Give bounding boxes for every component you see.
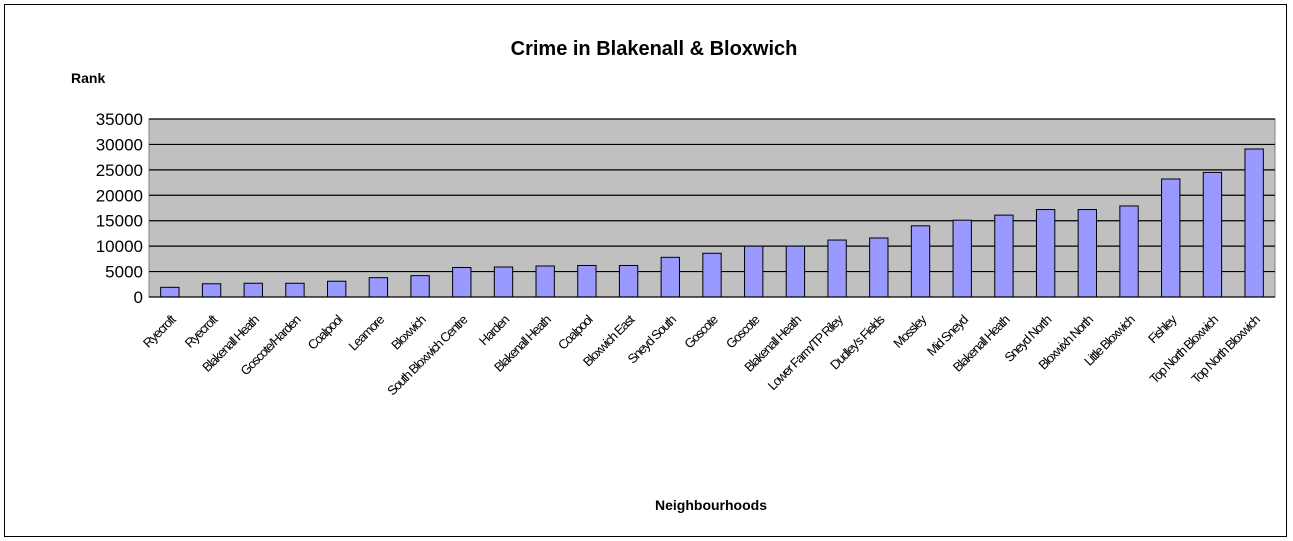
bar xyxy=(493,266,514,298)
bar xyxy=(1077,209,1098,298)
bar xyxy=(535,265,555,298)
bar-chart: Crime in Blakenall & Bloxwich Rank Neigh… xyxy=(71,38,1276,513)
y-tick-label: 30000 xyxy=(96,135,143,154)
x-tick-label: Fishley xyxy=(1145,311,1180,346)
bar xyxy=(452,267,472,298)
bar xyxy=(785,245,806,298)
y-axis-ticks: 0 5000 10000 15000 20000 25000 30000 35000 xyxy=(96,110,143,307)
bar xyxy=(1244,148,1264,298)
chart-frame: Crime in Blakenall & Bloxwich Rank Neigh… xyxy=(4,4,1287,537)
bar xyxy=(410,275,430,298)
bar xyxy=(326,280,347,298)
x-tick-label: Lower Farm/TP Riley xyxy=(765,311,847,393)
bar xyxy=(1035,209,1056,298)
bar xyxy=(577,264,597,298)
bar xyxy=(827,239,847,298)
bar xyxy=(368,277,389,298)
y-tick-label: 25000 xyxy=(96,161,143,180)
x-tick-label: Coalpool xyxy=(555,312,596,353)
y-tick-label: 15000 xyxy=(96,212,143,231)
bar xyxy=(1119,205,1139,298)
y-tick-label: 20000 xyxy=(96,186,143,205)
bar xyxy=(1161,178,1181,298)
bar xyxy=(1202,171,1223,298)
bar xyxy=(910,225,931,298)
bar xyxy=(994,214,1014,298)
bar xyxy=(702,252,722,298)
bar xyxy=(744,245,764,298)
x-tick-label: Goscote xyxy=(681,312,721,352)
bar xyxy=(243,282,263,298)
x-tick-label: Bloxwich xyxy=(388,312,429,353)
x-tick-label: South Bloxwich Centre xyxy=(384,312,470,398)
y-tick-label: 10000 xyxy=(96,237,143,256)
bar xyxy=(952,219,972,298)
x-tick-label: Mossley xyxy=(890,311,930,351)
y-tick-label: 5000 xyxy=(105,263,143,282)
bar xyxy=(201,283,222,298)
bar xyxy=(285,282,305,298)
bars xyxy=(160,148,1264,298)
bar xyxy=(869,237,889,298)
bar xyxy=(160,286,180,298)
x-tick-label: Ryecroft xyxy=(182,311,221,350)
x-tick-label: Goscote xyxy=(723,312,763,352)
bar xyxy=(618,264,639,298)
x-axis-title: Neighbourhoods xyxy=(655,497,767,513)
x-tick-label: Leamore xyxy=(346,312,388,354)
x-tick-label: Coalpool xyxy=(305,312,346,353)
y-axis-title: Rank xyxy=(71,70,105,86)
x-tick-label: Ryecroft xyxy=(140,311,179,350)
chart-title: Crime in Blakenall & Bloxwich xyxy=(511,38,798,60)
x-tick-label: Harden xyxy=(476,312,512,348)
bar xyxy=(660,256,680,298)
y-tick-label: 35000 xyxy=(96,110,143,129)
y-tick-label: 0 xyxy=(134,288,143,307)
